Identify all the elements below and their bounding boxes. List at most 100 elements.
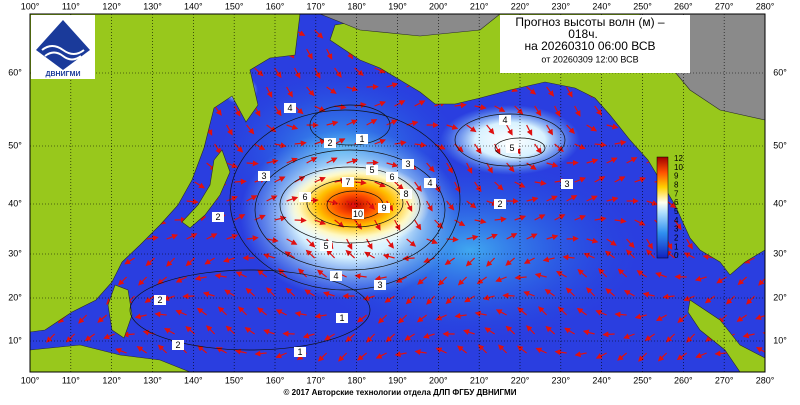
lon-label: 260° [674, 1, 693, 11]
colorbar-label: 1 [674, 242, 679, 251]
lat-label: 10° [773, 335, 787, 345]
wave-arrow [775, 220, 785, 224]
colorbar-label: 2 [674, 233, 679, 242]
contour-label: 6 [302, 192, 307, 202]
lon-label: 110° [62, 1, 80, 11]
wave-arrow [775, 182, 780, 192]
lon-label: 180° [347, 1, 366, 11]
contour-label: 5 [369, 165, 374, 175]
contour-label: 3 [261, 171, 266, 181]
lon-label: 270° [715, 1, 734, 11]
colorbar-label: 0 [674, 251, 679, 260]
lon-label: 200° [429, 375, 448, 385]
issue-time: от 20260309 12:00 ВСВ [541, 54, 638, 64]
lon-label: 250° [633, 375, 652, 385]
lon-label: 190° [388, 1, 407, 11]
contour-label: 4 [287, 103, 292, 113]
colorbar-label: 8 [674, 181, 679, 190]
lon-label: 100° [21, 1, 40, 11]
lon-label: 150° [225, 1, 244, 11]
wave-arrow [504, 295, 515, 296]
wave-arrow [247, 163, 258, 164]
lon-label: 270° [715, 375, 734, 385]
logo: ДВНИГМИ [31, 15, 95, 79]
lat-label: 40° [773, 198, 787, 208]
lon-label: 120° [102, 1, 121, 11]
lat-label: 30° [773, 248, 787, 258]
contour-label: 3 [405, 159, 410, 169]
contour-label: 2 [327, 138, 332, 148]
lon-label: 260° [674, 375, 693, 385]
lon-label: 200° [429, 1, 448, 11]
colorbar-label: 4 [674, 216, 679, 225]
lon-label: 130° [143, 1, 162, 11]
contour-label: 3 [377, 280, 382, 290]
contour-label: 9 [381, 203, 386, 213]
lon-label: 250° [633, 1, 652, 11]
contour-label: 2 [497, 199, 502, 209]
header: Прогноз высоты волн (м) – 018ч. на 20260… [500, 15, 690, 73]
lat-label: 20° [773, 292, 787, 302]
contour-label: 1 [359, 134, 364, 144]
lon-label: 210° [470, 1, 489, 11]
copyright: © 2017 Авторские технологии отдела ДЛП Ф… [284, 388, 517, 397]
lon-label: 160° [266, 375, 285, 385]
lat-label: 30° [8, 248, 22, 258]
colorbar-label: 10 [674, 163, 683, 172]
contour-label: 7 [345, 177, 350, 187]
wave-arrow [604, 334, 615, 335]
lon-label: 190° [388, 375, 407, 385]
lat-label: 20° [8, 292, 22, 302]
lat-label: 50° [773, 140, 787, 150]
lon-label: 130° [143, 375, 162, 385]
lon-label: 240° [592, 375, 611, 385]
lon-label: 150° [225, 375, 244, 385]
lat-label: 60° [8, 67, 22, 77]
lon-label: 140° [184, 1, 203, 11]
lon-label: 140° [184, 375, 203, 385]
lon-label: 180° [347, 375, 366, 385]
lon-label: 230° [552, 1, 571, 11]
lon-label: 210° [470, 375, 489, 385]
lat-label: 10° [8, 335, 22, 345]
contour-label: 4 [333, 271, 338, 281]
contour-label: 5 [323, 241, 328, 251]
contour-label: 6 [389, 172, 394, 182]
contour-label: 5 [509, 143, 514, 153]
lon-label: 280° [756, 1, 775, 11]
lat-label: 40° [8, 198, 22, 208]
colorbar-label: 12 [674, 154, 683, 163]
contour-label: 10 [353, 209, 363, 219]
wave-arrow [767, 83, 777, 87]
colorbar-label: 9 [674, 172, 679, 181]
colorbar-ramp [657, 157, 668, 258]
contour-label: 3 [564, 179, 569, 189]
lon-label: 230° [552, 375, 571, 385]
contour-label: 4 [502, 115, 507, 125]
field [280, 163, 430, 247]
contour-label: 2 [215, 212, 220, 222]
lon-label: 120° [102, 375, 121, 385]
contour-label: 8 [403, 189, 408, 199]
lon-label: 160° [266, 1, 285, 11]
contour-label: 1 [297, 347, 302, 357]
contour-label: 1 [339, 313, 344, 323]
wave-arrow [767, 163, 772, 173]
lon-label: 240° [592, 1, 611, 11]
lon-label: 170° [307, 375, 326, 385]
lon-label: 100° [21, 375, 40, 385]
valid-time: на 20260310 06:00 ВСВ [525, 39, 656, 53]
lat-label: 60° [773, 67, 787, 77]
contour-label: 4 [427, 178, 432, 188]
contour-label: 2 [175, 340, 180, 350]
lon-label: 170° [307, 1, 326, 11]
colorbar-label: 5 [674, 207, 679, 216]
wave-arrow [235, 181, 246, 182]
lon-label: 280° [756, 375, 775, 385]
lat-label: 50° [8, 140, 22, 150]
wave-arrow [767, 45, 777, 49]
colorbar-label: 6 [674, 198, 679, 207]
colorbar-label: 7 [674, 189, 679, 198]
